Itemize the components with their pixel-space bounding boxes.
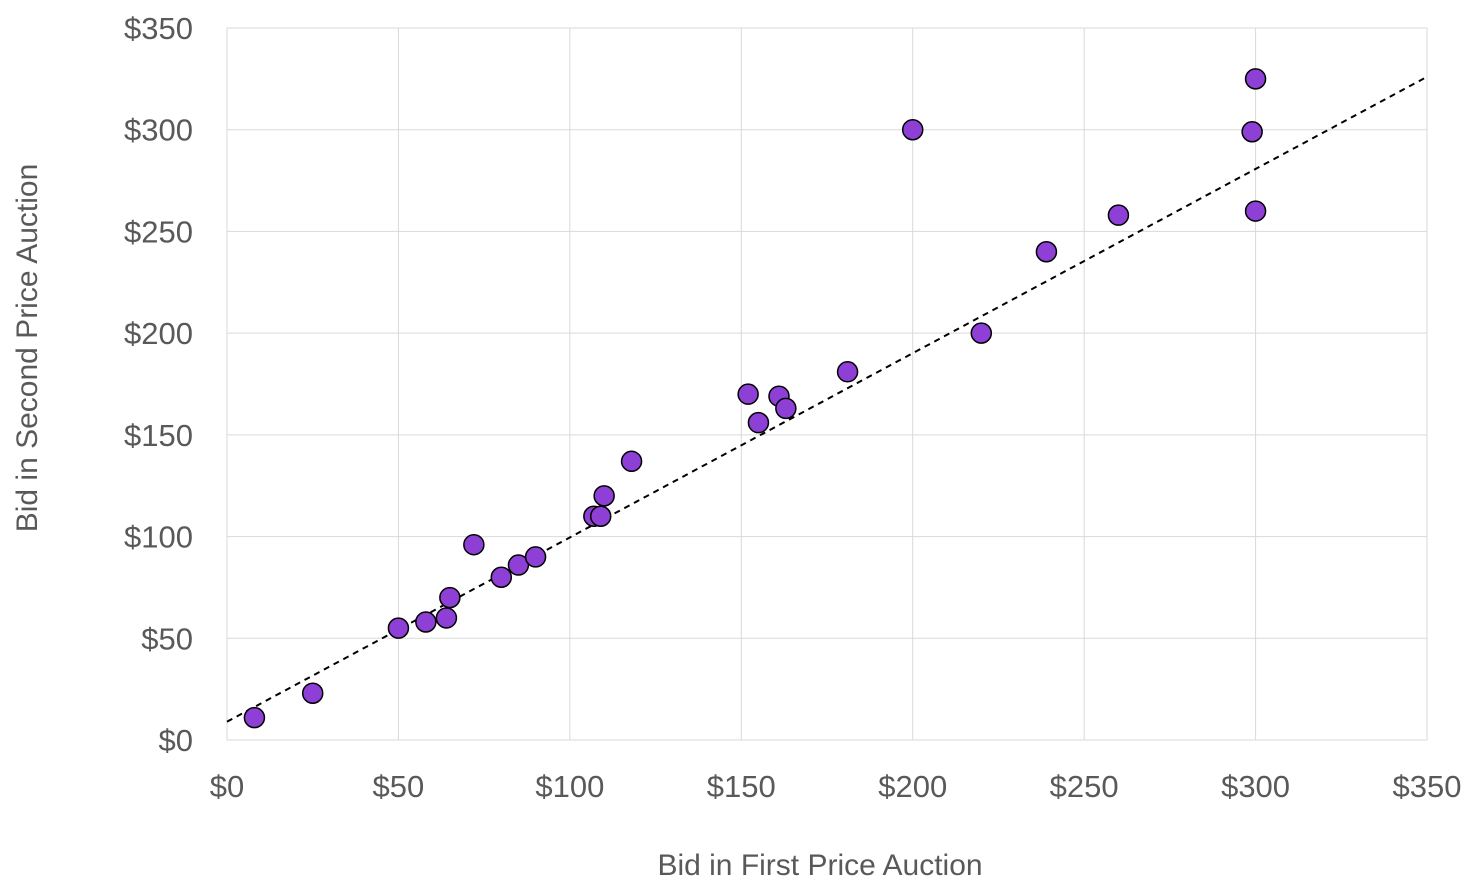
data-point xyxy=(387,617,410,639)
data-points xyxy=(243,68,1267,729)
trendline-group xyxy=(226,75,1428,723)
x-axis-title: Bid in First Price Auction xyxy=(657,849,982,882)
y-tick-label: $100 xyxy=(124,520,193,555)
data-point xyxy=(901,118,924,141)
data-point xyxy=(490,566,513,589)
x-tick-label: $350 xyxy=(1393,769,1462,804)
data-point xyxy=(747,411,770,434)
data-point xyxy=(970,322,993,344)
x-tick-labels: $0 $50 $100 $150 $200 $250 $300 $350 xyxy=(210,769,1462,804)
x-tick-label: $150 xyxy=(707,769,776,804)
y-tick-label: $350 xyxy=(124,11,193,46)
data-point xyxy=(1244,68,1267,90)
y-tick-label: $50 xyxy=(141,621,193,656)
x-tick-label: $300 xyxy=(1221,769,1290,804)
y-tick-label: $250 xyxy=(124,214,193,249)
data-point xyxy=(593,485,615,507)
data-point xyxy=(1107,204,1130,226)
data-point xyxy=(243,706,266,729)
y-tick-label: $200 xyxy=(124,316,193,351)
data-point xyxy=(1244,200,1267,222)
data-point xyxy=(836,361,859,383)
data-point xyxy=(1241,120,1263,143)
x-tick-label: $50 xyxy=(373,769,425,804)
data-point xyxy=(524,546,547,568)
x-tick-label: $200 xyxy=(878,769,947,804)
data-point xyxy=(301,682,324,704)
data-point xyxy=(1035,241,1058,263)
data-point xyxy=(620,450,643,473)
data-point xyxy=(435,607,458,629)
trendline xyxy=(226,75,1428,723)
y-tick-label: $150 xyxy=(124,418,193,453)
x-tick-label: $250 xyxy=(1050,769,1119,804)
data-point xyxy=(415,611,437,633)
data-point xyxy=(775,397,797,420)
x-tick-label: $100 xyxy=(535,769,604,804)
data-point xyxy=(737,383,759,405)
y-axis-title: Bid in Second Price Auction xyxy=(11,164,44,533)
x-tick-label: $0 xyxy=(210,769,244,804)
y-tick-label: $0 xyxy=(159,723,193,758)
y-tick-labels: $0 $50 $100 $150 $200 $250 $300 $350 xyxy=(124,11,193,758)
data-point xyxy=(463,533,485,556)
data-point xyxy=(439,586,461,609)
data-point xyxy=(589,505,612,527)
data-point xyxy=(507,554,530,576)
gridlines xyxy=(226,27,1428,741)
y-tick-label: $300 xyxy=(124,113,193,148)
